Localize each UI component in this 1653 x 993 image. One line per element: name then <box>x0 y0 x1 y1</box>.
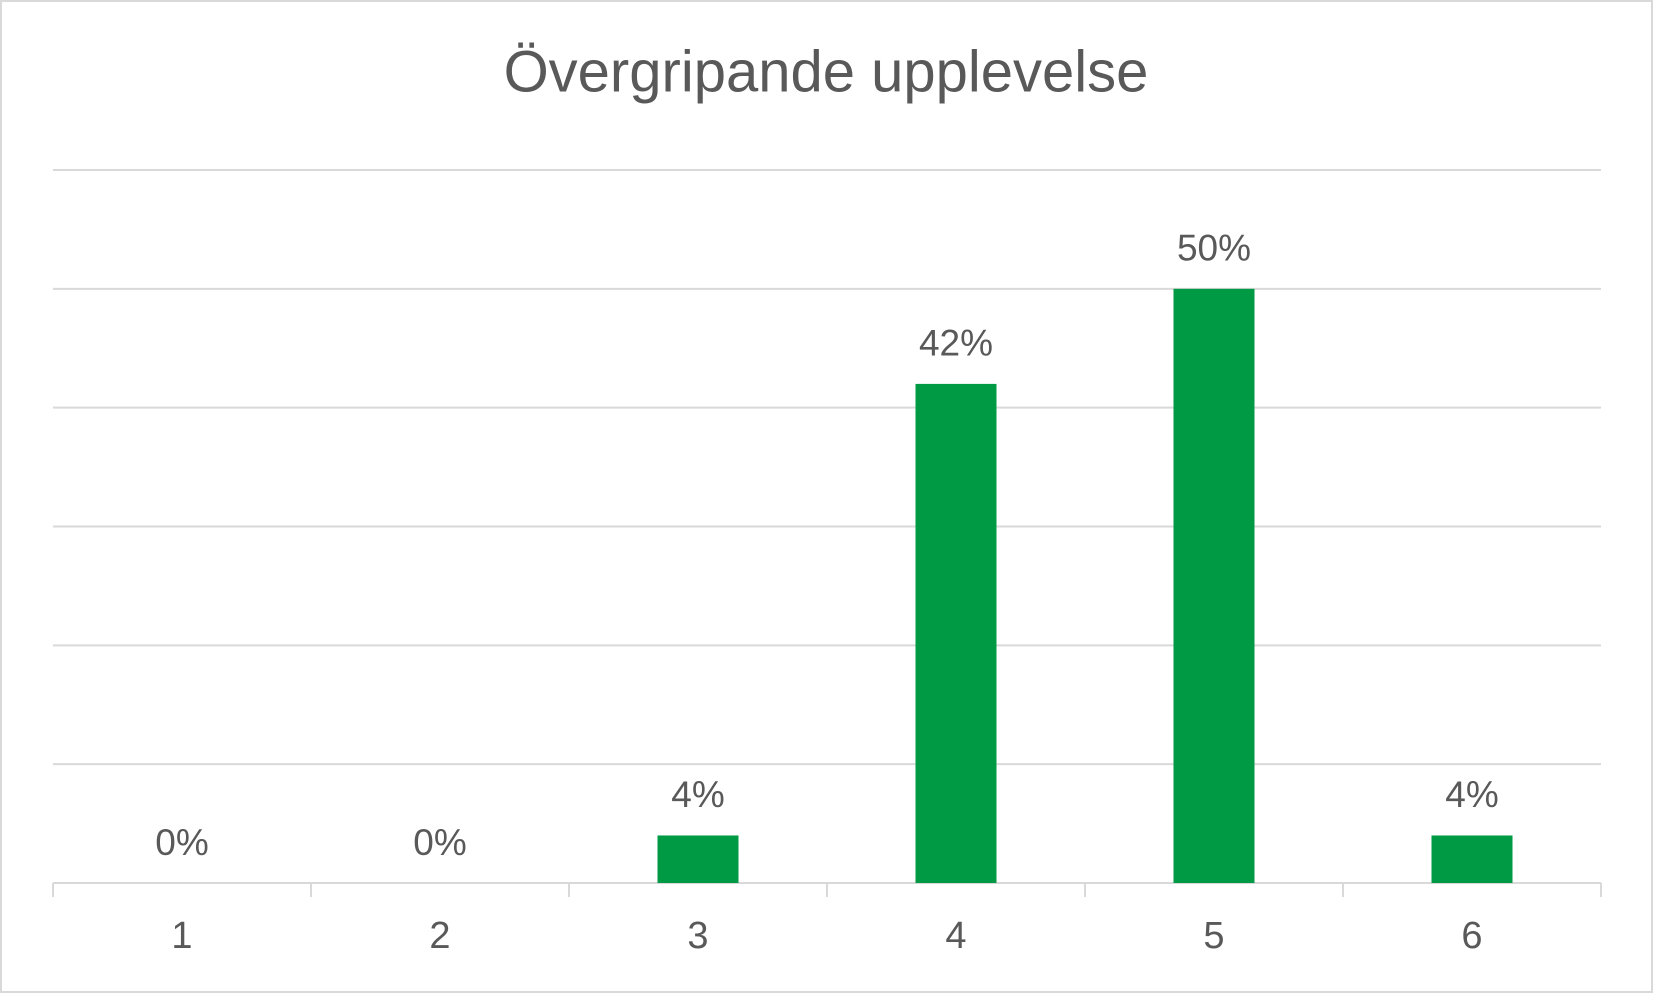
data-label: 4% <box>1445 774 1498 815</box>
bar <box>657 835 739 883</box>
x-tick-label: 2 <box>429 915 450 957</box>
data-label: 42% <box>919 323 993 364</box>
x-tick-label: 5 <box>1203 915 1224 957</box>
bar <box>1173 288 1255 883</box>
data-label: 50% <box>1177 228 1251 269</box>
chart-title: Övergripande upplevelse <box>504 39 1149 104</box>
data-label: 4% <box>671 774 724 815</box>
data-label: 0% <box>413 822 466 863</box>
x-tick-label: 4 <box>945 915 966 957</box>
bar <box>1431 835 1513 883</box>
x-tick-label: 3 <box>687 915 708 957</box>
x-tick-label: 1 <box>171 915 192 957</box>
bar <box>915 383 997 883</box>
x-tick-label: 6 <box>1461 915 1482 957</box>
data-label: 0% <box>155 822 208 863</box>
